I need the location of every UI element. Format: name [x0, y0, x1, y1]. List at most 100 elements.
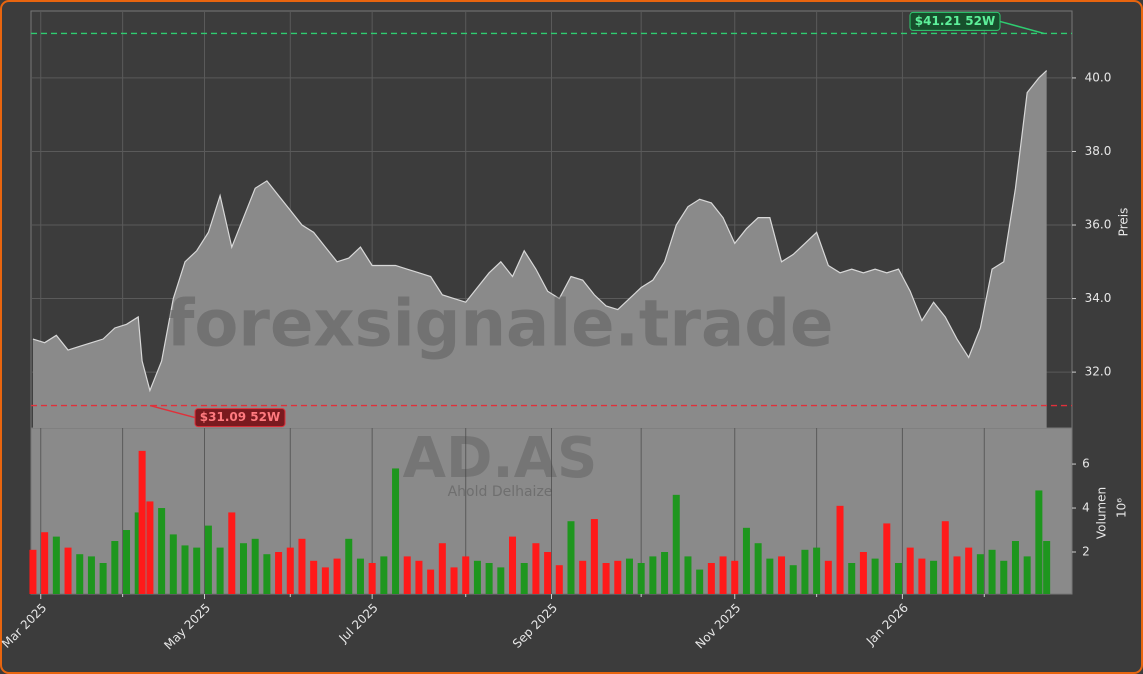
volume-bar: [988, 549, 996, 594]
volume-scale-label: 10⁶: [1115, 498, 1129, 518]
volume-bar: [848, 562, 856, 594]
volume-bar: [158, 508, 166, 594]
volume-bar: [87, 556, 95, 594]
volume-bar: [310, 560, 318, 594]
volume-bar: [544, 552, 552, 594]
volume-bar: [941, 521, 949, 594]
price-line: [32, 70, 1048, 393]
volume-bar: [918, 558, 926, 594]
volume-bar: [298, 538, 306, 594]
volume-bar: [1000, 560, 1008, 594]
volume-bar: [672, 494, 680, 594]
volume-axis-label: Volumen: [1095, 487, 1109, 539]
volume-bar: [333, 558, 341, 594]
volume-bar: [485, 562, 493, 594]
name-watermark: Ahold Delhaize: [448, 484, 553, 500]
volume-bar: [813, 547, 821, 594]
volume-bar: [696, 569, 704, 594]
volume-bar: [450, 567, 458, 594]
volume-bar: [579, 560, 587, 594]
volume-bar: [251, 538, 259, 594]
volume-bar: [707, 562, 715, 594]
volume-bar: [438, 543, 446, 594]
price-area: [32, 70, 1047, 429]
volume-bar: [555, 565, 563, 594]
volume-bar: [204, 525, 212, 594]
volume-bar: [228, 512, 236, 594]
volume-y-tick-label: 4: [1082, 501, 1090, 515]
volume-bar: [497, 567, 505, 594]
volume-bar: [239, 543, 247, 594]
volume-bar: [906, 547, 914, 594]
volume-bar: [614, 560, 622, 594]
symbol-watermark: AD.AS: [403, 426, 598, 491]
volume-bar: [661, 552, 669, 594]
y-tick-label: 40.0: [1085, 70, 1112, 84]
volume-bar: [146, 501, 154, 594]
volume-bar: [138, 450, 146, 594]
volume-bar: [731, 560, 739, 594]
volume-bar: [286, 547, 294, 594]
volume-bar: [930, 560, 938, 594]
low-label-box: [194, 408, 286, 428]
volume-bar: [415, 560, 423, 594]
low-label: $31.09 52W: [200, 410, 280, 424]
volume-bar: [76, 554, 84, 594]
volume-bar: [778, 556, 786, 594]
volume-bar: [532, 543, 540, 594]
volume-bar: [380, 556, 388, 594]
volume-bar: [567, 521, 575, 594]
volume-bar: [953, 556, 961, 594]
volume-y-tick-label: 6: [1082, 457, 1090, 471]
high-label-box: [909, 11, 1001, 31]
volume-bar: [766, 558, 774, 594]
watermark: forexsignale.trade: [167, 288, 834, 362]
volume-bar: [637, 562, 645, 594]
volume-bar: [427, 569, 435, 594]
volume-bar: [789, 565, 797, 594]
volume-bar: [895, 562, 902, 594]
volume-bar: [368, 562, 376, 594]
volume-bar: [801, 549, 809, 594]
volume-bar: [275, 552, 283, 594]
volume-bar: [754, 543, 762, 594]
volume-bar: [99, 562, 107, 594]
volume-bar: [462, 556, 470, 594]
y-tick-label: 36.0: [1085, 218, 1112, 232]
volume-bar: [1023, 556, 1031, 594]
volume-bar: [871, 558, 879, 594]
low-arrow: [149, 404, 196, 419]
volume-bar: [216, 547, 224, 594]
volume-bar: [719, 556, 727, 594]
volume-bar: [742, 527, 750, 594]
volume-bar: [520, 562, 528, 594]
volume-bar: [134, 512, 142, 594]
volume-bar: [509, 536, 517, 594]
volume-bar: [263, 554, 271, 594]
volume-bar: [345, 538, 353, 594]
volume-bar: [473, 560, 481, 594]
volume-bar: [883, 523, 891, 594]
volume-bar: [625, 558, 633, 594]
volume-y-tick-label: 2: [1082, 545, 1090, 559]
volume-bar: [181, 545, 189, 594]
volume-bar: [590, 519, 598, 594]
y-tick-label: 34.0: [1085, 291, 1112, 305]
volume-bar: [111, 541, 119, 594]
high-arrow: [999, 20, 1045, 35]
volume-bar: [1043, 541, 1051, 594]
high-label: $41.21 52W: [915, 14, 995, 28]
volume-bar: [1011, 541, 1019, 594]
volume-bar: [193, 547, 201, 594]
marks: [29, 70, 1051, 594]
volume-bar: [649, 556, 657, 594]
volume-bar: [64, 547, 72, 594]
volume-bar: [1035, 490, 1043, 594]
volume-bar: [403, 556, 411, 594]
volume-bar: [52, 536, 60, 594]
volume-bar: [169, 534, 177, 594]
y-tick-label: 32.0: [1085, 365, 1112, 379]
volume-bar: [356, 558, 364, 594]
